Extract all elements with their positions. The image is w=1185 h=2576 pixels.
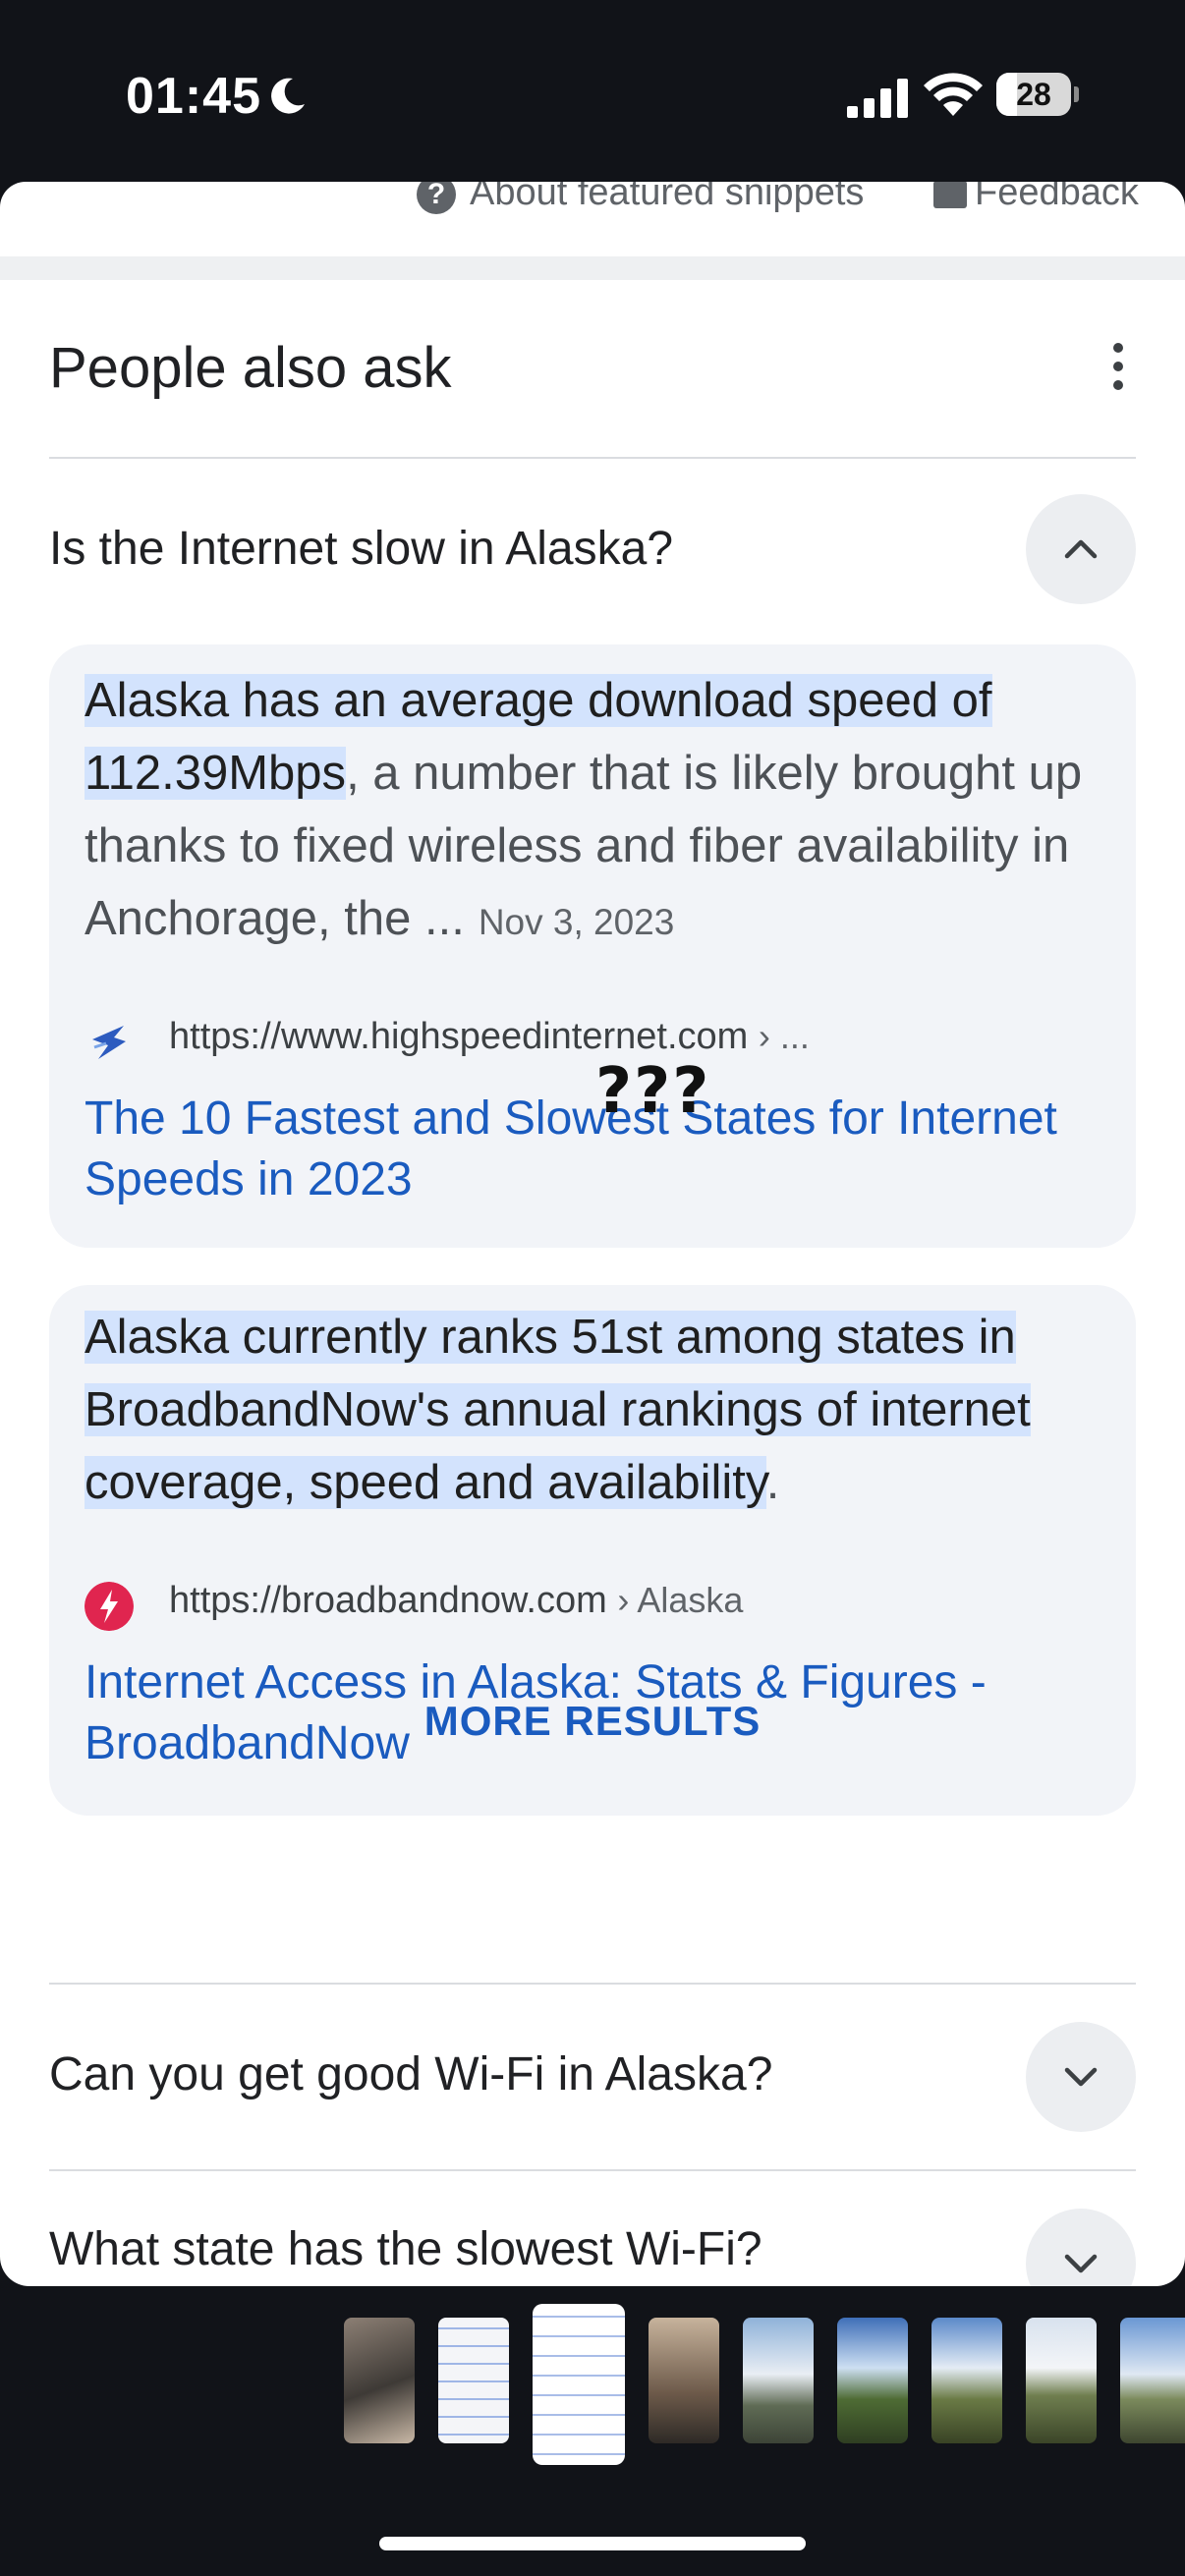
battery-level: 28 xyxy=(1016,77,1051,112)
answer-snippet-2: Alaska currently ranks 51st among states… xyxy=(85,1301,1106,1519)
thumbnail[interactable] xyxy=(837,2318,908,2443)
expand-button[interactable] xyxy=(1026,2022,1136,2132)
wifi-icon xyxy=(924,73,983,116)
collapse-button[interactable] xyxy=(1026,494,1136,604)
expand-button[interactable] xyxy=(1026,2209,1136,2286)
highspeedinternet-favicon xyxy=(92,1026,126,1059)
home-indicator[interactable] xyxy=(379,2537,806,2550)
photo-thumbnail-strip xyxy=(0,2304,1185,2471)
snippet-highlight: Alaska currently ranks 51st among states… xyxy=(85,1311,1031,1509)
snippet-text: , a number that is likely brought up tha… xyxy=(85,747,1083,945)
people-also-ask-title: People also ask xyxy=(49,336,452,400)
source-url-2[interactable]: https://broadbandnow.com › Alaska xyxy=(169,1580,744,1621)
divider xyxy=(49,2169,1136,2171)
status-bar: 01:45 28 xyxy=(0,0,1185,187)
thumbnail-selected[interactable] xyxy=(533,2304,625,2465)
divider xyxy=(49,1983,1136,1985)
more-results-button[interactable]: MORE RESULTS xyxy=(423,1698,762,1744)
more-options-icon[interactable] xyxy=(1106,343,1130,392)
result-link-1[interactable]: The 10 Fastest and Slowest States for In… xyxy=(85,1092,1057,1205)
cellular-signal-icon xyxy=(847,79,908,118)
snippet-date: Nov 3, 2023 xyxy=(478,902,675,942)
feedback-icon xyxy=(933,182,967,208)
thumbnail[interactable] xyxy=(1026,2318,1097,2443)
help-icon: ? xyxy=(417,182,456,214)
thumbnail[interactable] xyxy=(344,2318,415,2443)
annotation-question-marks: ??? xyxy=(595,1055,711,1128)
chevron-down-icon xyxy=(1064,2067,1098,2087)
thumbnail[interactable] xyxy=(931,2318,1002,2443)
thumbnail[interactable] xyxy=(743,2318,814,2443)
battery-icon: 28 xyxy=(996,73,1079,118)
feedback-link[interactable]: Feedback xyxy=(933,182,1139,214)
about-featured-snippets-link[interactable]: ? About featured snippets xyxy=(417,182,864,214)
question-1[interactable]: Is the Internet slow in Alaska? xyxy=(49,523,674,575)
divider xyxy=(49,457,1136,459)
result-link-2[interactable]: Internet Access in Alaska: Stats & Figur… xyxy=(85,1656,987,1769)
question-3[interactable]: What state has the slowest Wi-Fi? xyxy=(49,2223,762,2275)
question-2[interactable]: Can you get good Wi-Fi in Alaska? xyxy=(49,2048,773,2100)
answer-card-2: Alaska currently ranks 51st among states… xyxy=(49,1285,1136,1816)
thumbnail[interactable] xyxy=(438,2318,509,2443)
thumbnail[interactable] xyxy=(1120,2318,1185,2443)
chevron-down-icon xyxy=(1064,2254,1098,2273)
status-time: 01:45 xyxy=(126,68,261,125)
source-url-1[interactable]: https://www.highspeedinternet.com › ... xyxy=(169,1016,810,1057)
answer-card-1: Alaska has an average download speed of … xyxy=(49,644,1136,1248)
answer-snippet-1: Alaska has an average download speed of … xyxy=(85,664,1106,959)
featured-snippet-footer: ? About featured snippets Feedback xyxy=(0,182,1185,256)
section-divider xyxy=(0,256,1185,280)
thumbnail[interactable] xyxy=(649,2318,719,2443)
moon-icon xyxy=(271,78,305,114)
chevron-up-icon xyxy=(1064,539,1098,559)
broadbandnow-favicon xyxy=(85,1582,134,1631)
question-3-clip: What state has the slowest Wi-Fi? xyxy=(0,2171,1185,2286)
snippet-text: . xyxy=(765,1456,780,1509)
